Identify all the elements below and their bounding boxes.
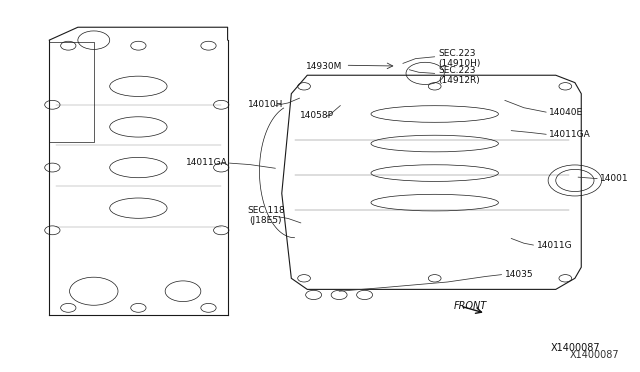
Text: 14011GA: 14011GA: [186, 157, 228, 167]
Text: 14010H: 14010H: [248, 100, 284, 109]
Text: SEC.223
(14912R): SEC.223 (14912R): [438, 65, 479, 85]
Text: FRONT: FRONT: [454, 301, 487, 311]
Text: X1400087: X1400087: [570, 350, 620, 359]
Text: 14011GA: 14011GA: [549, 130, 591, 139]
Text: SEC.118
(J18E5): SEC.118 (J18E5): [247, 206, 285, 225]
Text: 14930M: 14930M: [306, 61, 342, 71]
Text: X1400087: X1400087: [551, 343, 600, 353]
Text: SEC.223
(14910H): SEC.223 (14910H): [438, 49, 480, 68]
Text: 14011G: 14011G: [537, 241, 572, 250]
Text: 14001: 14001: [600, 174, 629, 183]
Text: 14035: 14035: [505, 270, 533, 279]
Text: 14040E: 14040E: [549, 108, 584, 117]
Text: 14058P: 14058P: [300, 111, 334, 121]
